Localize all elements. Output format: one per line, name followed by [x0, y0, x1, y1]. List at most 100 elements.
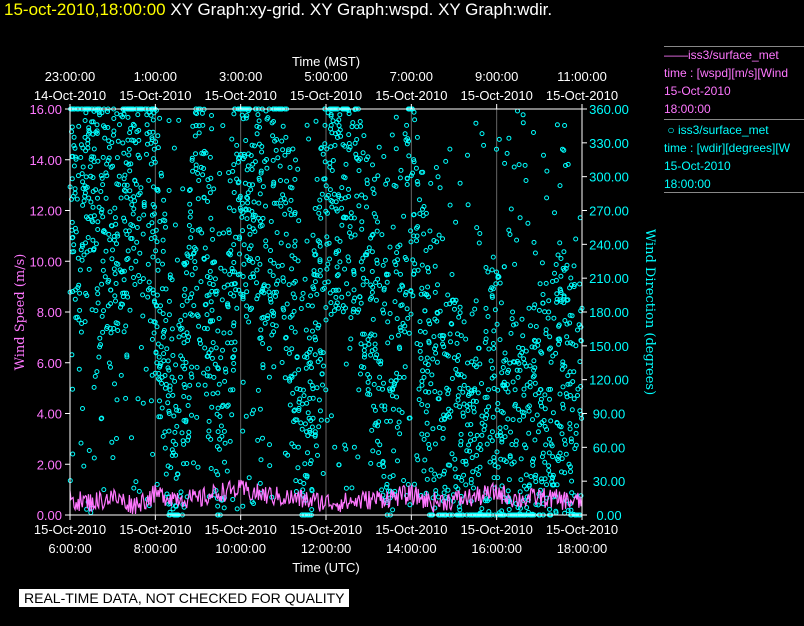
wdir-point [564, 334, 570, 340]
wdir-point [426, 318, 432, 324]
wdir-point [84, 293, 90, 299]
wdir-point [149, 336, 155, 342]
wdir-point [368, 235, 374, 241]
wdir-point [147, 318, 153, 324]
wdir-point [273, 289, 279, 295]
wdir-point [323, 317, 329, 323]
wdir-point [268, 257, 273, 263]
wdir-point [90, 204, 96, 210]
wdir-point [101, 123, 106, 129]
wdir-point [159, 173, 164, 179]
wdir-point [356, 203, 362, 209]
wdir-point [333, 131, 338, 137]
wdir-point [215, 503, 221, 509]
wdir-point [518, 456, 524, 462]
wdir-point [456, 504, 462, 510]
wdir-point [434, 239, 440, 245]
wdir-point [454, 340, 460, 346]
wdir-point [273, 323, 279, 329]
wdir-point [502, 350, 508, 356]
wdir-point [469, 390, 474, 396]
wdir-point [277, 163, 283, 169]
wdir-point [310, 284, 316, 290]
wdir-point [162, 445, 168, 451]
wdir-point [229, 136, 235, 142]
wdir-point [552, 270, 557, 276]
wdir-point [255, 112, 261, 118]
wdir-point [289, 185, 295, 191]
wdir-point [240, 379, 246, 385]
wdir-point [465, 422, 470, 428]
wdir-point [209, 113, 214, 118]
wdir-point [447, 202, 453, 208]
wdir-point [218, 355, 224, 361]
wdir-point [351, 272, 357, 277]
wdir-point [255, 437, 261, 443]
wdir-point [499, 370, 505, 376]
wdir-point [125, 248, 131, 254]
wdir-point [457, 507, 463, 513]
wdir-point [508, 206, 514, 212]
wdir-point [195, 382, 201, 388]
legend-wdir[interactable]: ○ iss3/surface_met time : [wdir][degrees… [664, 121, 804, 193]
wdir-point [534, 412, 540, 418]
wdir-point [113, 320, 119, 326]
wdir-point [306, 349, 312, 355]
wdir-point [278, 178, 283, 183]
wdir-point [283, 231, 289, 237]
wdir-point [90, 219, 95, 225]
wdir-point [246, 182, 252, 188]
wdir-point [194, 111, 200, 117]
wdir-point [192, 265, 198, 271]
wdir-point [563, 391, 569, 397]
wdir-point [333, 251, 339, 256]
wdir-point [544, 482, 549, 488]
wdir-point [243, 413, 249, 419]
wdir-point [181, 382, 187, 387]
wdir-point [164, 346, 170, 352]
wdir-point [230, 497, 236, 502]
wdir-point [555, 453, 561, 459]
wdir-point [376, 462, 382, 468]
wdir-point [391, 448, 397, 454]
wdir-point [297, 396, 303, 402]
wdir-point [238, 208, 244, 214]
wdir-point [433, 165, 439, 170]
wdir-point [575, 393, 580, 398]
wdir-point [553, 277, 559, 283]
wdir-point [322, 122, 328, 128]
wdir-point [323, 305, 329, 310]
wdir-point [437, 185, 443, 191]
wdir-point [104, 173, 110, 179]
wdir-point [318, 417, 324, 423]
wdir-point [274, 230, 280, 236]
wdir-point [292, 176, 298, 182]
wdir-point [521, 386, 527, 392]
wdir-point [406, 153, 412, 159]
legend-wspd[interactable]: ——iss3/surface_met time : [wspd][m/s][Wi… [664, 46, 804, 118]
wdir-point [343, 485, 349, 491]
wdir-point [188, 209, 194, 215]
wdir-point [453, 366, 459, 372]
wdir-point [313, 118, 319, 124]
wdir-point [457, 180, 463, 186]
wdir-point [342, 442, 348, 448]
wdir-point [258, 170, 264, 176]
legend-wspd-line1: ——iss3/surface_met [664, 48, 779, 62]
wdir-point [563, 451, 569, 457]
wdir-point [325, 279, 331, 285]
wdir-point [243, 206, 249, 212]
wdir-point [280, 305, 286, 311]
wdir-point [91, 455, 97, 461]
wdir-point [214, 288, 220, 294]
wdir-point [230, 168, 236, 174]
wdir-point [495, 401, 501, 406]
wdir-point [496, 274, 502, 280]
wdir-point [317, 273, 323, 279]
wdir-point [415, 457, 421, 463]
wdir-point [239, 214, 245, 220]
wdir-point [358, 300, 364, 306]
wdir-point [184, 330, 190, 336]
wdir-point [513, 438, 519, 444]
wdir-point [532, 344, 538, 350]
